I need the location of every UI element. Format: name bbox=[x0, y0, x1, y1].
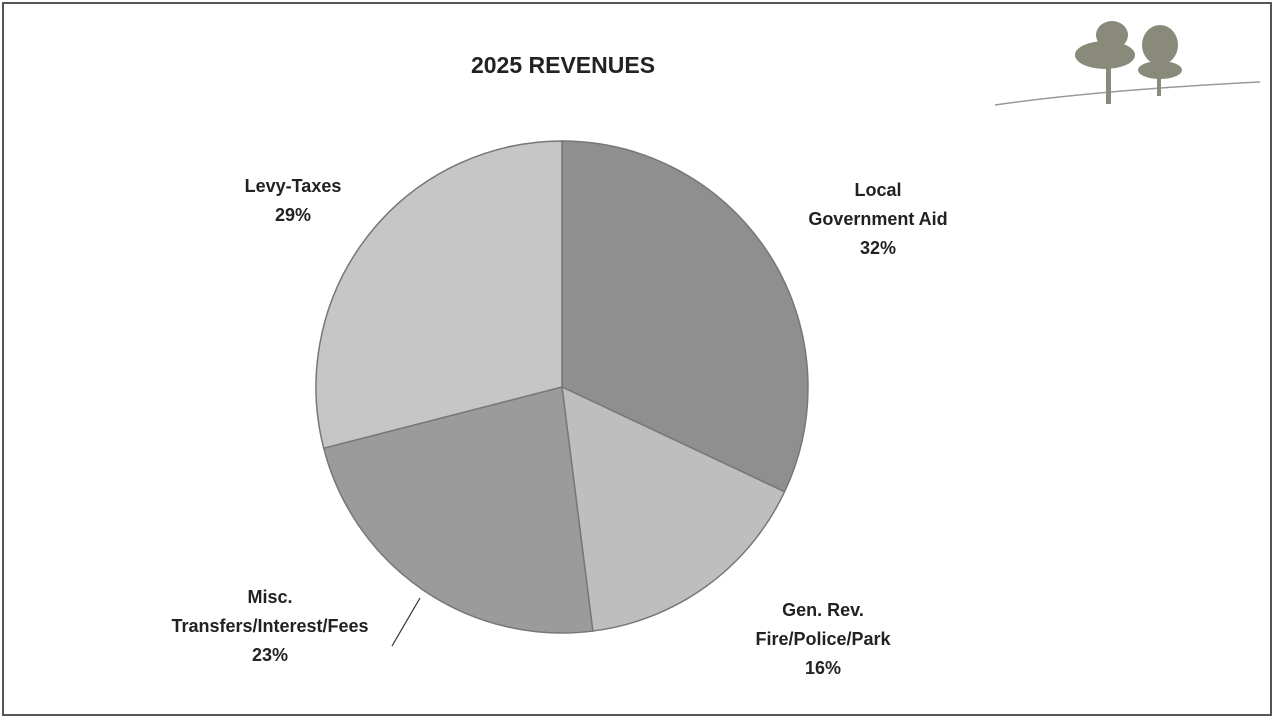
slice-label: Misc. Transfers/Interest/Fees bbox=[171, 587, 369, 636]
leader-line bbox=[391, 597, 421, 647]
value-label: 32% bbox=[859, 238, 897, 258]
chart-title: 2025 REVENUES bbox=[470, 52, 656, 78]
slice-label: Gen. Rev. Fire/Police/Park bbox=[755, 600, 891, 649]
slice-label: Local Government Aid bbox=[808, 180, 948, 229]
pie-slice bbox=[315, 140, 563, 450]
slice-label: Levy-Taxes bbox=[244, 176, 342, 196]
logo bbox=[994, 21, 1261, 106]
pie-slice bbox=[561, 385, 786, 632]
pie-slice bbox=[561, 140, 809, 493]
value-label: 16% bbox=[804, 658, 842, 678]
value-label: 29% bbox=[274, 205, 312, 225]
value-label: 23% bbox=[251, 645, 289, 665]
pie-slice bbox=[322, 386, 594, 634]
